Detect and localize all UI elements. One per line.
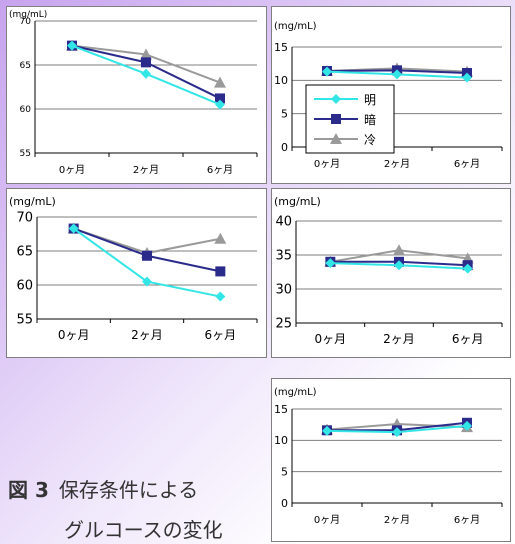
x-tick-label: 2ヶ月 — [384, 158, 410, 170]
y-tick-label: 10 — [274, 74, 288, 87]
x-tick-label: 6ヶ月 — [205, 328, 237, 342]
data-point-明 — [215, 99, 225, 110]
data-point-明 — [322, 66, 332, 77]
y-axis-label: (mg/mL) — [274, 195, 321, 208]
data-point-明 — [215, 291, 226, 302]
data-point-明 — [322, 425, 332, 436]
y-tick-label: 0 — [281, 141, 288, 154]
y-axis-label: (mg/mL) — [274, 387, 317, 398]
data-point-明 — [462, 72, 472, 83]
data-point-暗 — [215, 266, 226, 277]
y-tick-label: 5 — [281, 466, 288, 479]
x-tick-label: 2ヶ月 — [384, 514, 410, 526]
y-axis-label: (mg/mL) — [9, 195, 56, 208]
caption-line-2: グルコースの変化 — [64, 518, 223, 542]
x-tick-label: 6ヶ月 — [454, 514, 480, 526]
caption-line-1: 保存条件による — [58, 478, 199, 502]
data-point-冷 — [214, 232, 227, 244]
data-point-冷 — [140, 48, 152, 60]
y-tick-label: 65 — [16, 245, 33, 260]
y-tick-label: 15 — [274, 41, 288, 54]
y-tick-label: 5 — [281, 108, 288, 121]
chart-panel-5: (mg/mL) 0 5 10 15 0ヶ月 2ヶ月 6ヶ月 — [271, 378, 511, 542]
data-point-暗 — [215, 93, 225, 104]
x-tick-label: 0ヶ月 — [58, 328, 90, 342]
figure-number: 図 3 — [8, 478, 49, 502]
data-point-明 — [141, 68, 151, 79]
legend-label-明: 明 — [364, 93, 376, 107]
legend-marker-明 — [331, 94, 341, 104]
y-tick-label: 10 — [274, 434, 288, 447]
chart-5-svg: (mg/mL) 0 5 10 15 0ヶ月 2ヶ月 6ヶ月 — [274, 387, 503, 526]
legend-label-暗: 暗 — [364, 112, 376, 127]
x-tick-label: 0ヶ月 — [314, 158, 340, 170]
y-tick-label: 30 — [275, 283, 292, 298]
chart-panel-1: (mg/mL) 55 60 65 70 0ヶ月 2ヶ月 6ヶ月 — [6, 6, 267, 184]
y-tick-label: 25 — [275, 317, 292, 332]
data-point-明 — [394, 260, 404, 271]
data-point-暗 — [141, 57, 151, 68]
figure-caption: 図 3 保存条件による — [8, 474, 198, 503]
data-point-明 — [392, 69, 402, 80]
y-tick-label: 60 — [16, 279, 33, 294]
y-tick-label: 70 — [16, 211, 33, 226]
data-point-冷 — [214, 76, 226, 88]
y-tick-label: 55 — [16, 313, 33, 328]
x-tick-label: 2ヶ月 — [133, 164, 159, 176]
legend-label-冷: 冷 — [364, 133, 376, 147]
legend-marker-暗 — [331, 114, 341, 124]
x-tick-label: 6ヶ月 — [454, 158, 480, 170]
chart-1-svg: (mg/mL) 55 60 65 70 0ヶ月 2ヶ月 6ヶ月 — [9, 10, 258, 176]
chart-2-svg: (mg/mL) 0 5 10 15 0ヶ月 2ヶ月 6ヶ月 明暗冷 — [274, 21, 503, 170]
data-point-明 — [462, 420, 472, 431]
x-tick-label: 2ヶ月 — [383, 332, 415, 346]
data-point-明 — [392, 427, 402, 438]
y-tick-label: 55 — [20, 149, 31, 159]
chart-panel-4: (mg/mL) 25 30 35 40 0ヶ月 2ヶ月 6ヶ月 — [271, 188, 511, 358]
data-point-明 — [68, 223, 79, 234]
y-tick-label: 65 — [20, 61, 31, 71]
x-tick-label: 6ヶ月 — [452, 332, 484, 346]
data-point-明 — [142, 276, 152, 287]
chart-4-svg: (mg/mL) 25 30 35 40 0ヶ月 2ヶ月 6ヶ月 — [274, 195, 503, 346]
y-tick-label: 15 — [274, 403, 288, 416]
x-tick-label: 2ヶ月 — [131, 328, 163, 342]
y-axis-label: (mg/mL) — [9, 10, 47, 20]
x-tick-label: 0ヶ月 — [59, 164, 85, 176]
chart-3-svg: (mg/mL) 55 60 65 70 0ヶ月 2ヶ月 6ヶ月 — [9, 195, 258, 342]
data-point-明 — [67, 40, 77, 51]
chart-panel-3: (mg/mL) 55 60 65 70 0ヶ月 2ヶ月 6ヶ月 — [6, 188, 267, 358]
y-tick-label: 35 — [275, 249, 292, 264]
x-tick-label: 0ヶ月 — [315, 332, 347, 346]
data-point-暗 — [142, 250, 152, 261]
y-axis-label: (mg/mL) — [274, 21, 317, 32]
x-tick-label: 0ヶ月 — [314, 514, 340, 526]
data-point-冷 — [393, 244, 405, 256]
x-tick-label: 6ヶ月 — [207, 164, 233, 176]
y-tick-label: 40 — [275, 215, 292, 230]
y-tick-label: 60 — [20, 105, 32, 115]
chart-panel-2: (mg/mL) 0 5 10 15 0ヶ月 2ヶ月 6ヶ月 明暗冷 — [271, 6, 511, 184]
y-tick-label: 70 — [20, 17, 32, 27]
data-point-明 — [325, 258, 336, 269]
legend-marker-冷 — [330, 133, 342, 144]
y-tick-label: 0 — [281, 497, 288, 510]
data-point-明 — [462, 263, 473, 274]
